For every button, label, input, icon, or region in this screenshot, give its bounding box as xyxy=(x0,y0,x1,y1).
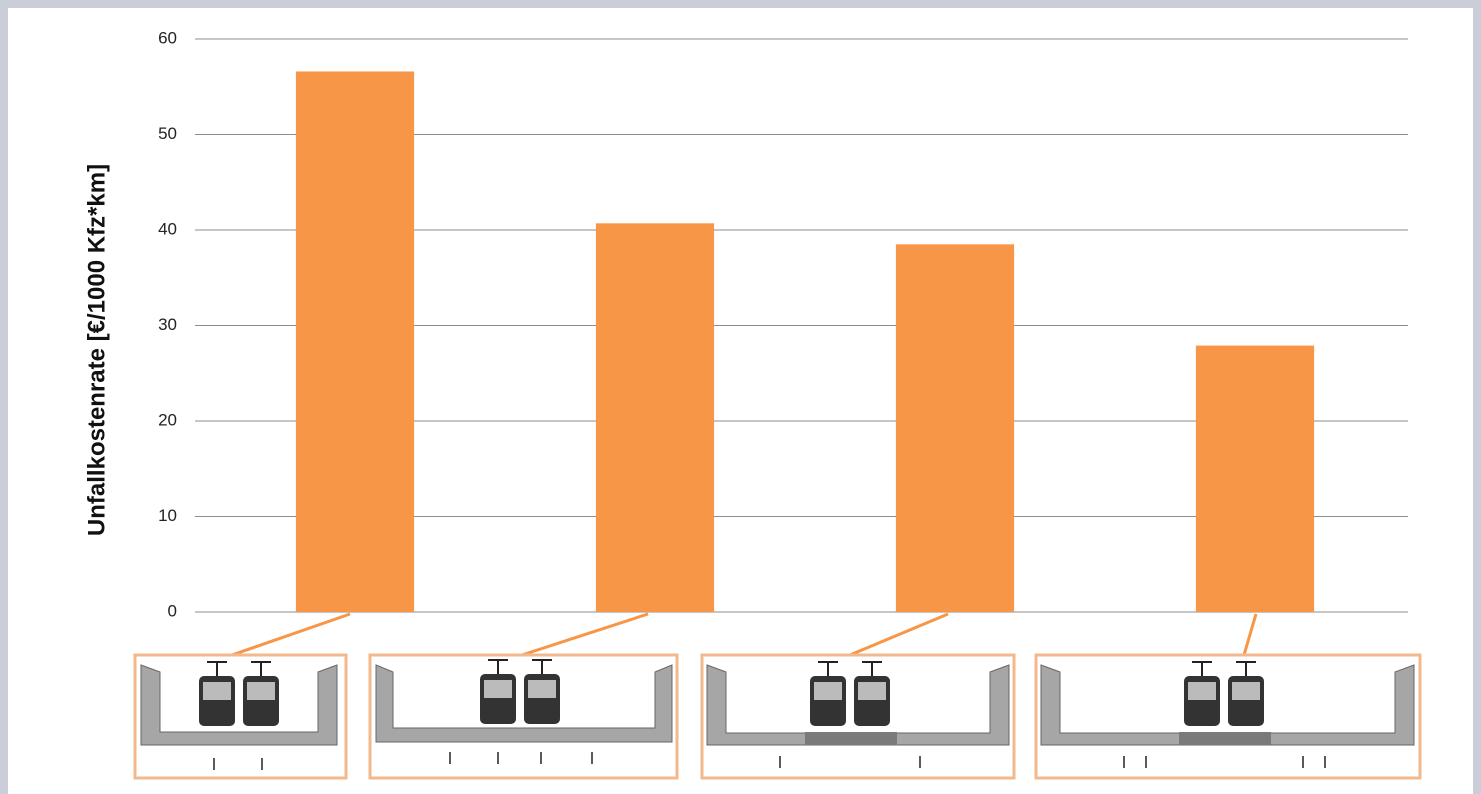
y-tick-label: 20 xyxy=(158,410,177,429)
y-tick-label: 30 xyxy=(158,315,177,334)
bar xyxy=(1195,345,1315,612)
bar xyxy=(895,244,1015,612)
y-axis-label: Unfallkostenrate [€/1000 Kfz*km] xyxy=(83,164,110,536)
y-tick-label: 0 xyxy=(168,601,177,620)
bar xyxy=(295,71,415,613)
y-tick-label: 10 xyxy=(158,506,177,525)
y-tick-label: 60 xyxy=(158,28,177,47)
cross-sections xyxy=(133,612,1422,780)
y-tick-label: 50 xyxy=(158,124,177,143)
y-tick-label: 40 xyxy=(158,219,177,238)
bar xyxy=(595,223,715,612)
